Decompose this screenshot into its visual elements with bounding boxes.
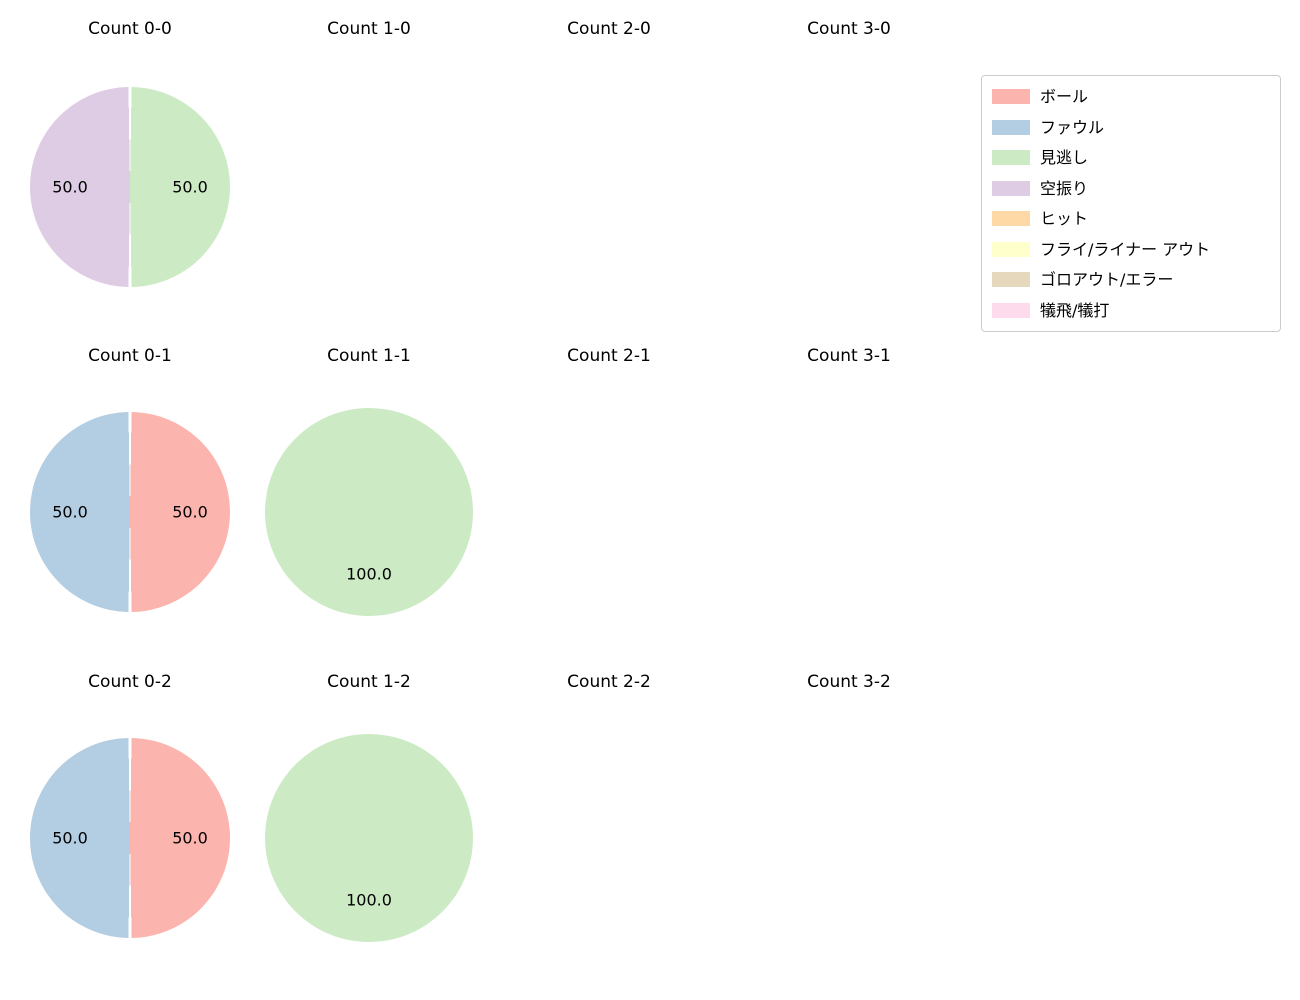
- legend-item: 見逃し: [992, 146, 1270, 170]
- pie-slice-percentage: 50.0: [52, 828, 88, 848]
- subplot-title-count-0-1: Count 0-1: [88, 346, 172, 366]
- legend-item-label: ファウル: [1040, 117, 1105, 137]
- legend-item-label: 犠飛/犠打: [1040, 300, 1110, 320]
- subplot-title-count-2-1: Count 2-1: [567, 346, 651, 366]
- legend-item: 空振り: [992, 177, 1270, 201]
- legend-item: ファウル: [992, 116, 1270, 140]
- legend-color-patch: [992, 119, 1030, 135]
- subplot-title-count-1-0: Count 1-0: [327, 19, 411, 39]
- legend-item-label: ゴロアウト/エラー: [1040, 270, 1174, 290]
- subplot-title-count-0-0: Count 0-0: [88, 19, 172, 39]
- subplot-title-count-3-2: Count 3-2: [807, 672, 891, 692]
- pie-slice-percentage: 50.0: [52, 502, 88, 522]
- legend-color-patch: [992, 241, 1030, 257]
- pie-slice-percentage: 50.0: [172, 828, 208, 848]
- pie-slice-percentage: 100.0: [346, 564, 392, 584]
- legend-item: フライ/ライナー アウト: [992, 238, 1270, 262]
- legend-color-patch: [992, 211, 1030, 227]
- pie-count-1-2: 100.0: [265, 734, 473, 942]
- pie-slice-percentage: 50.0: [172, 177, 208, 197]
- pie-slice-percentage: 100.0: [346, 890, 392, 910]
- pie-slice-percentage: 50.0: [52, 177, 88, 197]
- subplot-title-count-2-0: Count 2-0: [567, 19, 651, 39]
- legend-item-label: 空振り: [1040, 178, 1089, 198]
- pie-count-1-1: 100.0: [265, 408, 473, 616]
- legend: ボールファウル見逃し空振りヒットフライ/ライナー アウト ゴロアウト/エラー 犠飛/…: [981, 75, 1281, 332]
- legend-item-label: フライ/ライナー アウト: [1040, 239, 1211, 259]
- subplot-title-count-2-2: Count 2-2: [567, 672, 651, 692]
- legend-color-patch: [992, 272, 1030, 288]
- legend-item-label: ボール: [1040, 87, 1089, 107]
- pie-count-0-1: 50.0 50.0: [30, 412, 230, 612]
- subplot-title-count-1-1: Count 1-1: [327, 346, 411, 366]
- pie-slice-percentage: 50.0: [172, 502, 208, 522]
- legend-color-patch: [992, 150, 1030, 166]
- subplot-title-count-0-2: Count 0-2: [88, 672, 172, 692]
- pie-count-0-2: 50.0 50.0: [30, 738, 230, 938]
- legend-item: ゴロアウト/エラー: [992, 268, 1270, 292]
- legend-item: 犠飛/犠打: [992, 299, 1270, 323]
- legend-item: ボール: [992, 85, 1270, 109]
- legend-item-label: 見逃し: [1040, 148, 1089, 168]
- subplot-title-count-3-0: Count 3-0: [807, 19, 891, 39]
- pie-count-0-0: 50.0 50.0: [30, 87, 230, 287]
- legend-color-patch: [992, 89, 1030, 105]
- legend-color-patch: [992, 302, 1030, 318]
- legend-color-patch: [992, 180, 1030, 196]
- legend-item: ヒット: [992, 207, 1270, 231]
- legend-item-label: ヒット: [1040, 209, 1089, 229]
- subplot-title-count-1-2: Count 1-2: [327, 672, 411, 692]
- subplot-title-count-3-1: Count 3-1: [807, 346, 891, 366]
